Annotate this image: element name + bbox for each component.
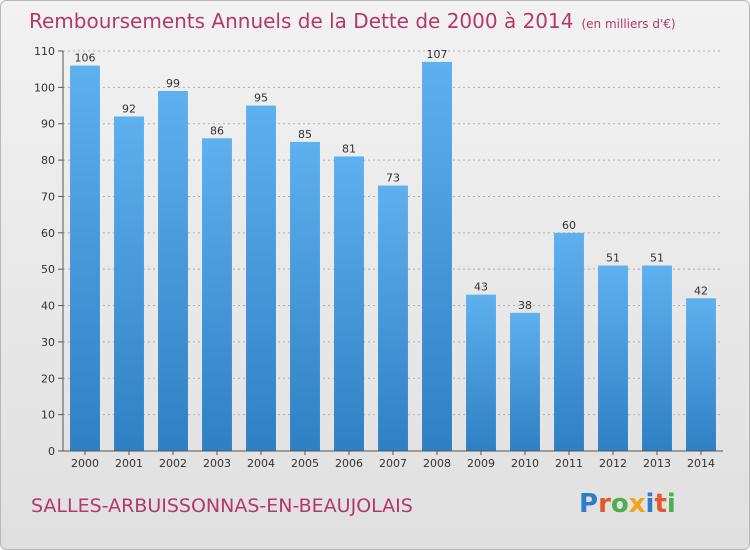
value-label-2001: 92 bbox=[122, 102, 136, 115]
title-line: Remboursements Annuels de la Dette de 20… bbox=[29, 9, 676, 33]
bar-2010 bbox=[510, 312, 540, 451]
bar-2005 bbox=[290, 141, 320, 451]
bars bbox=[70, 61, 716, 452]
x-tick-label-2011: 2011 bbox=[555, 457, 583, 470]
value-label-2008: 107 bbox=[427, 48, 448, 61]
x-tick-label-2006: 2006 bbox=[335, 457, 363, 470]
y-tick-label: 90 bbox=[41, 118, 55, 131]
chart-subtitle: (en milliers d'€) bbox=[581, 17, 676, 31]
proxiti-logo: Proxiti bbox=[579, 489, 676, 519]
bar-2009 bbox=[466, 294, 496, 451]
logo-letter: o bbox=[610, 489, 629, 519]
bar-2007 bbox=[378, 185, 408, 451]
bar-2002 bbox=[158, 91, 188, 451]
value-label-2002: 99 bbox=[166, 77, 180, 90]
x-tick-label-2002: 2002 bbox=[159, 457, 187, 470]
y-axis-ticks: 0 10 20 30 40 50 60 70 80 90 100 110 bbox=[34, 45, 63, 458]
logo-letter: r bbox=[598, 489, 611, 519]
commune-name: SALLES-ARBUISSONNAS-EN-BEAUJOLAIS bbox=[31, 495, 413, 517]
value-label-2005: 85 bbox=[298, 128, 312, 141]
value-label-2010: 38 bbox=[518, 299, 532, 312]
x-tick-label-2013: 2013 bbox=[643, 457, 671, 470]
y-tick-label: 70 bbox=[41, 190, 55, 203]
y-tick-label: 110 bbox=[34, 45, 55, 58]
value-label-2011: 60 bbox=[562, 219, 576, 232]
bar-2003 bbox=[202, 138, 232, 452]
logo-letter: i bbox=[666, 489, 676, 519]
y-tick-label: 0 bbox=[48, 445, 55, 458]
bar-2008 bbox=[422, 61, 452, 452]
x-tick-label-2012: 2012 bbox=[599, 457, 627, 470]
value-labels: 106 92 99 86 95 85 81 73 107 43 38 60 51 51 42 bbox=[75, 48, 709, 312]
x-tick-label-2000: 2000 bbox=[71, 457, 99, 470]
value-label-2003: 86 bbox=[210, 124, 224, 137]
bar-2011 bbox=[554, 232, 584, 451]
y-tick-label: 80 bbox=[41, 154, 55, 167]
y-tick-label: 40 bbox=[41, 300, 55, 313]
value-label-2006: 81 bbox=[342, 142, 356, 155]
value-label-2000: 106 bbox=[75, 52, 96, 65]
x-tick-label-2010: 2010 bbox=[511, 457, 539, 470]
bar-2004 bbox=[246, 105, 276, 451]
y-tick-label: 100 bbox=[34, 81, 55, 94]
logo-letter: i bbox=[645, 489, 655, 519]
x-tick-label-2008: 2008 bbox=[423, 457, 451, 470]
x-tick-label-2014: 2014 bbox=[687, 457, 715, 470]
value-label-2004: 95 bbox=[254, 92, 268, 105]
bar-2014 bbox=[686, 298, 716, 451]
logo-letter: P bbox=[579, 489, 599, 519]
value-label-2012: 51 bbox=[606, 252, 620, 265]
y-tick-label: 30 bbox=[41, 336, 55, 349]
x-tick-label-2007: 2007 bbox=[379, 457, 407, 470]
logo-letter: x bbox=[628, 489, 646, 519]
x-axis-ticks: 2000 2001 2002 2003 2004 2005 2006 2007 2008 2009… bbox=[71, 451, 715, 470]
bar-2006 bbox=[334, 156, 364, 452]
logo-letter: t bbox=[654, 489, 667, 519]
bar-2013 bbox=[642, 265, 672, 451]
bar-2000 bbox=[70, 65, 100, 451]
y-tick-label: 50 bbox=[41, 263, 55, 276]
bar-2012 bbox=[598, 265, 628, 451]
x-tick-label-2004: 2004 bbox=[247, 457, 275, 470]
x-tick-label-2001: 2001 bbox=[115, 457, 143, 470]
value-label-2007: 73 bbox=[386, 172, 400, 185]
value-label-2013: 51 bbox=[650, 252, 664, 265]
x-tick-label-2009: 2009 bbox=[467, 457, 495, 470]
axes bbox=[62, 51, 723, 452]
chart-title: Remboursements Annuels de la Dette de 20… bbox=[29, 9, 574, 33]
value-label-2014: 42 bbox=[694, 284, 708, 297]
bar-2001 bbox=[114, 116, 144, 452]
y-tick-label: 10 bbox=[41, 409, 55, 422]
y-tick-label: 20 bbox=[41, 372, 55, 385]
y-tick-label: 60 bbox=[41, 227, 55, 240]
value-label-2009: 43 bbox=[474, 281, 488, 294]
x-tick-label-2005: 2005 bbox=[291, 457, 319, 470]
x-tick-label-2003: 2003 bbox=[203, 457, 231, 470]
